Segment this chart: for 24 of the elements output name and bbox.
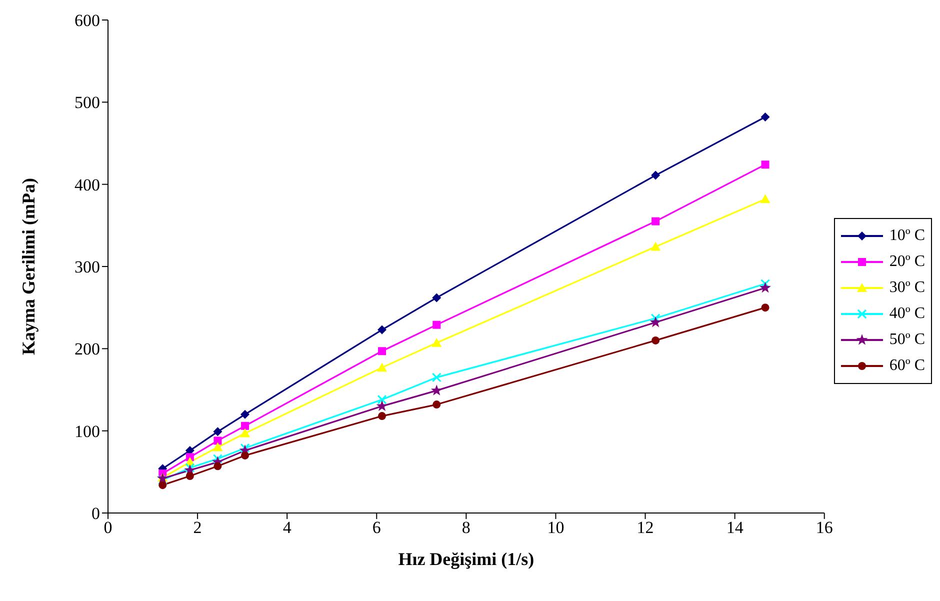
y-tick-label: 100 [74,422,100,441]
y-tick-label: 400 [74,175,100,194]
x-tick-label: 6 [372,518,381,538]
x-tick-label: 2 [193,518,202,538]
legend-label: 30º C [889,278,925,296]
x-tick-label: 14 [726,518,744,538]
legend-label: 50º C [889,330,925,348]
x-axis-title: Hız Değişimi (1/s) [398,549,534,569]
x-tick-label: 0 [104,518,112,538]
x-tick-label: 16 [816,518,833,538]
y-tick-label: 600 [74,11,100,30]
x-tick-label: 4 [282,518,292,538]
legend-label: 60º C [889,356,925,374]
y-tick-label: 300 [74,258,100,277]
legend-label: 40º C [889,304,925,322]
y-axis-title: Kayma Gerilimi (mPa) [18,178,38,355]
x-tick-label: 10 [547,518,564,538]
legend-label: 20º C [889,252,925,270]
x-tick-label: 12 [636,518,654,538]
y-tick-label: 0 [92,504,100,524]
y-tick-label: 200 [74,340,100,359]
x-tick-label: 8 [462,518,470,538]
y-tick-label: 500 [74,93,100,112]
legend-label: 10º C [889,226,925,244]
